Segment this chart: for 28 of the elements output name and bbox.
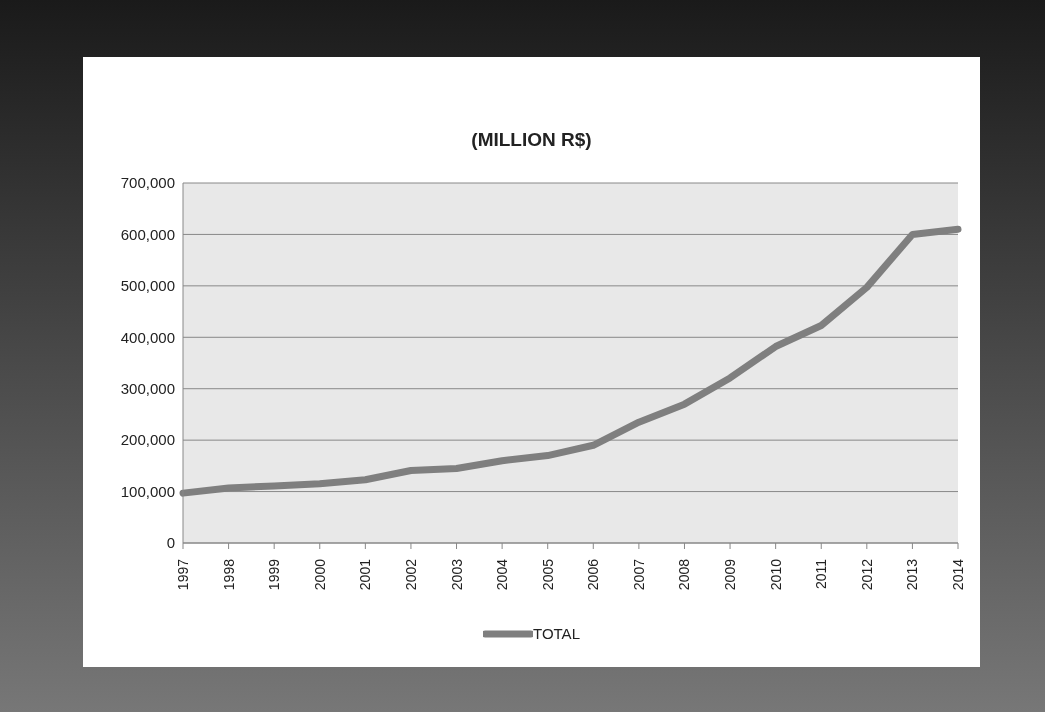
legend-label: TOTAL	[533, 625, 580, 642]
x-tick-label: 2012	[858, 558, 875, 591]
x-tick-label: 2007	[630, 558, 647, 591]
x-tick-label: 2006	[585, 558, 602, 591]
y-tick-label: 100,000	[120, 482, 175, 500]
y-tick-label: 700,000	[120, 174, 175, 192]
x-tick-label: 1997	[175, 558, 191, 591]
x-tick-label: 2009	[722, 558, 739, 591]
x-tick-label: 1998	[220, 558, 237, 591]
chart-title: (MILLION R$)	[470, 129, 593, 151]
x-tick-label: 2002	[402, 558, 419, 591]
x-tick-label: 2004	[494, 558, 511, 591]
x-tick-label: 2013	[904, 558, 921, 591]
x-tick-label: 1999	[266, 558, 283, 591]
x-tick-label: 2000	[311, 558, 328, 591]
x-tick-label: 2005	[539, 558, 556, 591]
x-tick-label: 2010	[767, 558, 784, 591]
y-tick-label: 0	[166, 534, 175, 552]
y-tick-label: 200,000	[120, 431, 175, 449]
y-tick-label: 600,000	[120, 225, 175, 243]
y-tick-label: 300,000	[120, 380, 175, 398]
y-tick-label: 400,000	[120, 328, 175, 346]
x-tick-label: 2014	[950, 558, 966, 591]
y-tick-label: 500,000	[120, 277, 175, 295]
x-tick-label: 2003	[448, 558, 465, 591]
x-tick-label: 2008	[676, 558, 693, 591]
x-tick-label: 2011	[813, 558, 830, 590]
x-tick-label: 2001	[357, 558, 374, 591]
